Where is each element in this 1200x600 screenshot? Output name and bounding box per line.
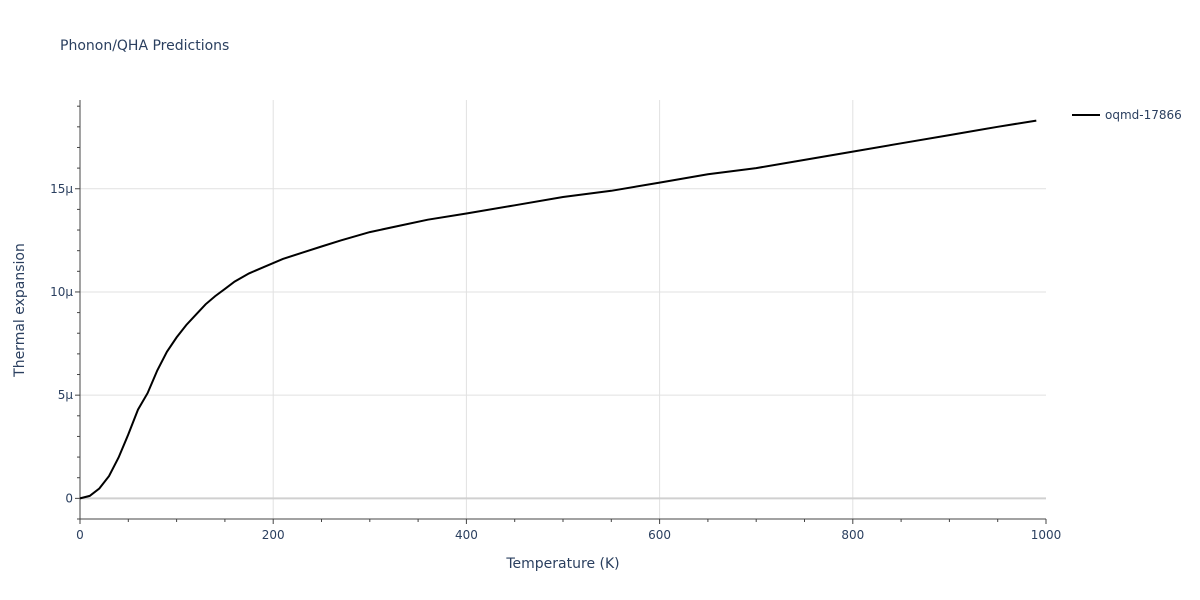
x-tick-label: 200 xyxy=(262,528,285,542)
y-tick-label: 15μ xyxy=(50,182,73,196)
x-tick-label: 800 xyxy=(841,528,864,542)
axes xyxy=(79,100,1046,520)
chart-title: Phonon/QHA Predictions xyxy=(60,38,229,54)
x-tick-label: 400 xyxy=(455,528,478,542)
gridlines xyxy=(80,100,1046,519)
y-axis-ticks: 0 5μ 10μ 15μ xyxy=(50,105,80,520)
legend-label: oqmd-17866 xyxy=(1105,108,1182,122)
y-tick-label: 10μ xyxy=(50,285,73,299)
x-tick-label: 0 xyxy=(76,528,84,542)
x-axis-title: Temperature (K) xyxy=(505,556,619,572)
legend[interactable]: oqmd-17866 xyxy=(1072,108,1182,122)
y-tick-label: 0 xyxy=(65,491,73,505)
x-tick-label: 1000 xyxy=(1031,528,1062,542)
x-tick-label: 600 xyxy=(648,528,671,542)
series-layer xyxy=(79,119,1037,500)
y-axis-title: Thermal expansion xyxy=(12,243,28,378)
x-axis-ticks: 0 200 400 600 800 1000 xyxy=(76,519,1061,542)
y-tick-label: 5μ xyxy=(58,388,74,402)
series-line-oqmd-17866 xyxy=(79,119,1037,500)
